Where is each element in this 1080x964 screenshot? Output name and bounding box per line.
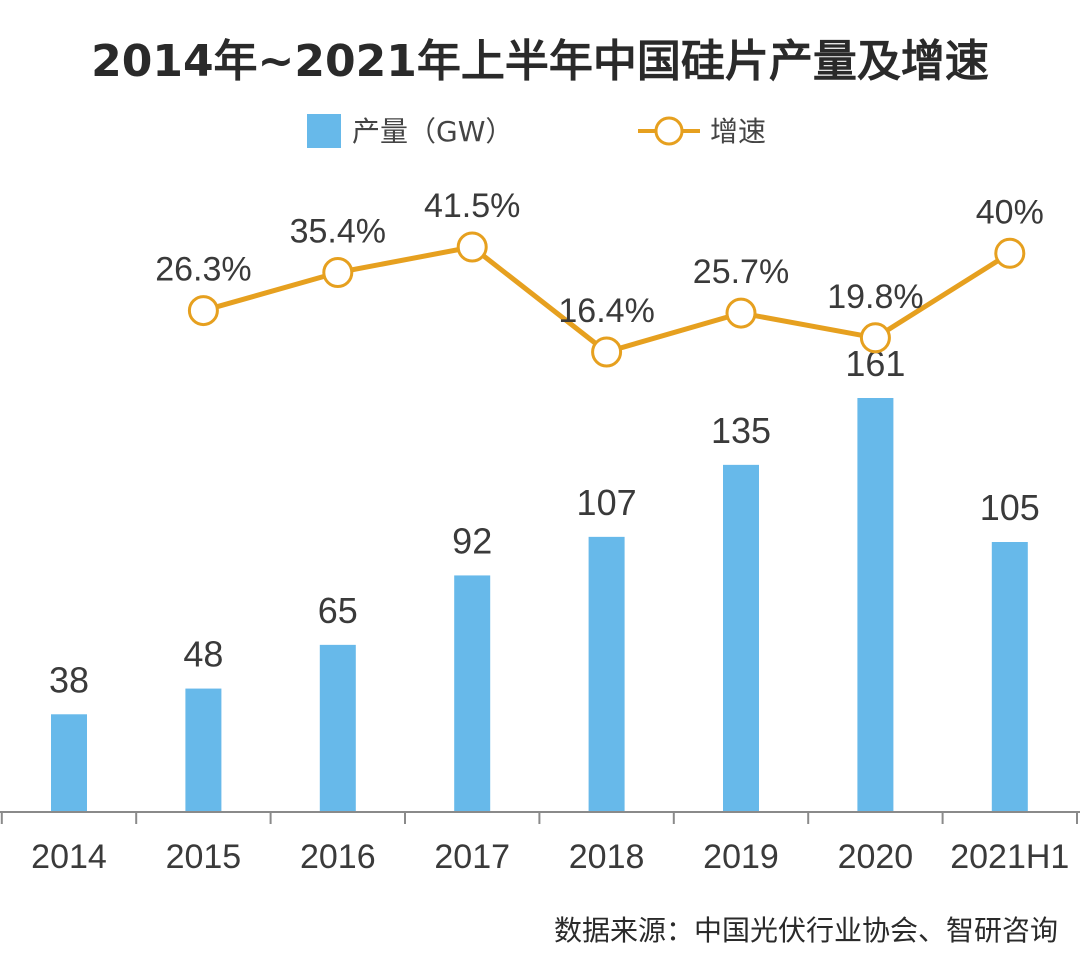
legend-line-marker	[654, 116, 684, 146]
bar-2021H1	[991, 542, 1028, 812]
x-tick-label-2020: 2020	[838, 838, 914, 876]
growth-point-2016	[322, 257, 354, 289]
x-axis: 2014 2015 2016 2017 2018 2019 2020 2021H1	[0, 811, 1080, 876]
growth-point-2020	[859, 322, 891, 354]
legend-bar-swatch	[307, 114, 341, 148]
bar-2019	[723, 464, 759, 812]
growth-line-layer: 26.3% 35.4% 41.5% 16.4% 25.7% 19.8% 40%	[155, 187, 1044, 368]
growth-label-2017: 41.5%	[424, 187, 520, 225]
x-tick-label-2021H1: 2021H1	[950, 838, 1069, 876]
legend-line-label: 增速	[710, 115, 766, 148]
legend-bar-label: 产量（GW）	[352, 115, 513, 148]
bar-value-label-2015: 48	[183, 634, 223, 675]
growth-label-2019: 25.7%	[693, 253, 789, 291]
bar-2014	[51, 714, 87, 812]
source-note: 数据来源：中国光伏行业协会、智研咨询	[554, 914, 1058, 947]
growth-label-2018: 16.4%	[558, 292, 654, 330]
growth-point-2017	[456, 231, 488, 263]
growth-point-2015	[187, 295, 219, 327]
bar-value-label-2016: 65	[318, 590, 358, 631]
growth-point-2021H1	[994, 237, 1026, 269]
x-tick-label-2019: 2019	[703, 838, 779, 876]
x-tick-label-2015: 2015	[166, 838, 242, 876]
x-tick-label-2014: 2014	[31, 838, 107, 876]
growth-point-2019	[725, 297, 757, 329]
bar-value-label-2019: 135	[711, 410, 771, 451]
x-tick-label-2017: 2017	[434, 838, 510, 876]
bar-2018	[588, 536, 625, 812]
x-tick-label-2018: 2018	[569, 838, 645, 876]
bar-2020	[857, 398, 894, 812]
legend: 产量（GW） 增速	[307, 114, 766, 148]
bar-value-label-2021H1: 105	[980, 487, 1040, 528]
bar-2016	[319, 644, 356, 812]
chart-title: 2014年~2021年上半年中国硅片产量及增速	[91, 36, 989, 87]
growth-label-2016: 35.4%	[290, 213, 386, 251]
growth-label-2020: 19.8%	[827, 278, 923, 316]
x-tick-label-2016: 2016	[300, 838, 376, 876]
bar-value-label-2017: 92	[452, 520, 492, 561]
bar-2017	[454, 575, 491, 812]
growth-point-2018	[591, 336, 623, 368]
growth-label-2021H1: 40%	[976, 193, 1044, 231]
growth-label-2015: 26.3%	[155, 251, 251, 289]
bar-value-label-2018: 107	[577, 482, 637, 523]
bar-value-label-2014: 38	[49, 659, 89, 700]
bar-2015	[185, 688, 222, 812]
